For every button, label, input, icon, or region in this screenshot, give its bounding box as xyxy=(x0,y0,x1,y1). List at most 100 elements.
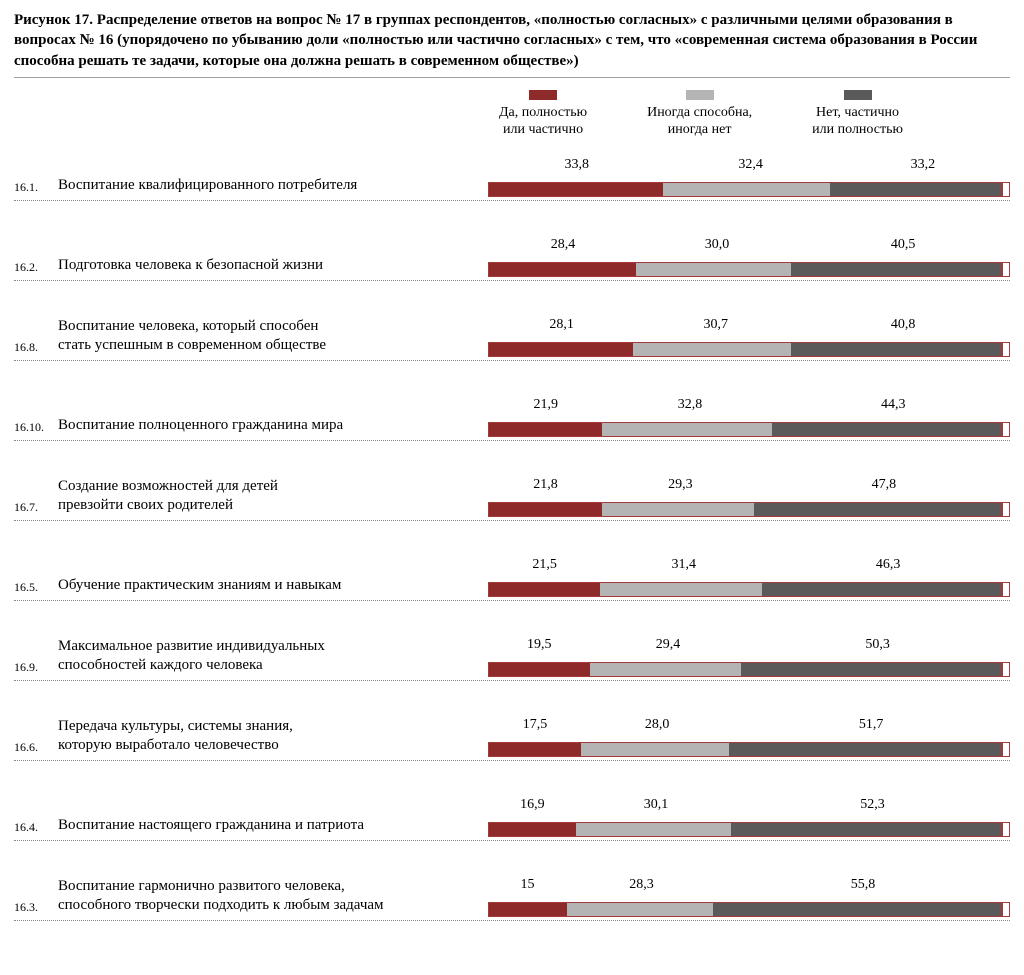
legend-swatch xyxy=(844,90,872,100)
title-separator xyxy=(14,77,1010,78)
row-number: 16.4. xyxy=(14,820,58,837)
bar-segment xyxy=(791,263,1001,276)
row-label: Подготовка человека к безопасной жизни xyxy=(58,256,488,277)
bar-value: 44,3 xyxy=(776,397,1010,417)
bar-segment xyxy=(590,663,742,676)
row-label: Создание возможностей для детейпревзойти… xyxy=(58,477,488,517)
bar-value: 40,5 xyxy=(796,237,1010,257)
bar-value: 21,5 xyxy=(488,557,601,577)
bar-value: 55,8 xyxy=(716,877,1010,897)
chart-row: 16.7.Создание возможностей для детейпрев… xyxy=(14,477,1010,521)
legend-label: Нет, частично xyxy=(812,104,903,122)
stacked-bar xyxy=(488,422,1010,437)
bar-segment xyxy=(489,503,602,516)
row-label: Воспитание полноценного гражданина мира xyxy=(58,416,488,437)
bar-segment xyxy=(830,183,1001,196)
row-number: 16.8. xyxy=(14,340,58,357)
bar-value: 31,4 xyxy=(601,557,766,577)
bar-value: 46,3 xyxy=(766,557,1010,577)
bar-segment xyxy=(772,423,1001,436)
row-label: Воспитание гармонично развитого человека… xyxy=(58,877,488,917)
bar-segment xyxy=(600,583,762,596)
bar-segment xyxy=(489,423,602,436)
bar-value: 30,7 xyxy=(635,317,796,337)
bar-segment xyxy=(489,823,576,836)
bar-segment xyxy=(489,343,633,356)
stacked-bar xyxy=(488,582,1010,597)
legend-label: или частично xyxy=(499,121,587,139)
bar-endcap xyxy=(1001,183,1009,196)
bar-value: 29,3 xyxy=(603,477,758,497)
bar-endcap xyxy=(1001,343,1009,356)
stacked-bar xyxy=(488,262,1010,277)
row-label: Воспитание настоящего гражданина и патри… xyxy=(58,816,488,837)
row-label: Обучение практическим знаниям и навыкам xyxy=(58,576,488,597)
bar-container: 21,829,347,8 xyxy=(488,477,1010,517)
bar-endcap xyxy=(1001,743,1009,756)
chart-row: 16.1.Воспитание квалифицированного потре… xyxy=(14,157,1010,201)
bar-value: 19,5 xyxy=(488,637,591,657)
bar-segment xyxy=(602,423,772,436)
row-number: 16.7. xyxy=(14,500,58,517)
bar-segment xyxy=(489,903,567,916)
bar-value: 40,8 xyxy=(796,317,1010,337)
bar-container: 28,430,040,5 xyxy=(488,237,1010,277)
bar-container: 17,528,051,7 xyxy=(488,717,1010,757)
bar-endcap xyxy=(1001,423,1009,436)
bar-segment xyxy=(663,183,830,196)
row-number: 16.5. xyxy=(14,580,58,597)
bar-segment xyxy=(489,183,663,196)
bar-segment xyxy=(602,503,754,516)
stacked-bar xyxy=(488,742,1010,757)
bar-value: 47,8 xyxy=(758,477,1010,497)
bar-value: 51,7 xyxy=(732,717,1010,737)
bar-segment xyxy=(489,263,636,276)
bar-container: 21,531,446,3 xyxy=(488,557,1010,597)
bar-value: 30,1 xyxy=(577,797,735,817)
chart-row: 16.9.Максимальное развитие индивидуальны… xyxy=(14,637,1010,681)
bar-segment xyxy=(576,823,731,836)
legend-swatch xyxy=(686,90,714,100)
legend-item: Да, полностьюили частично xyxy=(499,90,587,139)
bar-value: 32,4 xyxy=(666,157,836,177)
bar-endcap xyxy=(1001,503,1009,516)
legend-label: или полностью xyxy=(812,121,903,139)
row-number: 16.1. xyxy=(14,180,58,197)
chart-rows: 16.1.Воспитание квалифицированного потре… xyxy=(14,157,1010,921)
legend-label: Да, полностью xyxy=(499,104,587,122)
stacked-bar xyxy=(488,822,1010,837)
bar-segment xyxy=(791,343,1001,356)
bar-segment xyxy=(713,903,1001,916)
stacked-bar xyxy=(488,662,1010,677)
bar-segment xyxy=(731,823,1001,836)
bar-value: 52,3 xyxy=(735,797,1010,817)
bar-value: 50,3 xyxy=(745,637,1010,657)
bar-endcap xyxy=(1001,663,1009,676)
bar-segment xyxy=(581,743,729,756)
stacked-bar xyxy=(488,902,1010,917)
bar-segment xyxy=(762,583,1001,596)
chart-title: Рисунок 17. Распределение ответов на воп… xyxy=(14,10,1010,71)
stacked-bar xyxy=(488,502,1010,517)
row-number: 16.3. xyxy=(14,900,58,917)
bar-container: 19,529,450,3 xyxy=(488,637,1010,677)
bar-segment xyxy=(741,663,1001,676)
bar-value: 29,4 xyxy=(591,637,746,657)
bar-container: 1528,355,8 xyxy=(488,877,1010,917)
bar-value: 28,1 xyxy=(488,317,635,337)
chart-row: 16.5.Обучение практическим знаниям и нав… xyxy=(14,557,1010,601)
legend-item: Нет, частичноили полностью xyxy=(812,90,903,139)
bar-segment xyxy=(489,743,581,756)
row-number: 16.6. xyxy=(14,740,58,757)
row-label: Максимальное развитие индивидуальныхспос… xyxy=(58,637,488,677)
bar-value: 15 xyxy=(488,877,567,897)
chart-row: 16.10.Воспитание полноценного гражданина… xyxy=(14,397,1010,441)
chart-row: 16.8.Воспитание человека, который способ… xyxy=(14,317,1010,361)
row-number: 16.2. xyxy=(14,260,58,277)
bar-endcap xyxy=(1001,583,1009,596)
chart-row: 16.4.Воспитание настоящего гражданина и … xyxy=(14,797,1010,841)
bar-value: 17,5 xyxy=(488,717,582,737)
legend: Да, полностьюили частичноИногда способна… xyxy=(499,90,1010,139)
bar-container: 16,930,152,3 xyxy=(488,797,1010,837)
chart-row: 16.3.Воспитание гармонично развитого чел… xyxy=(14,877,1010,921)
